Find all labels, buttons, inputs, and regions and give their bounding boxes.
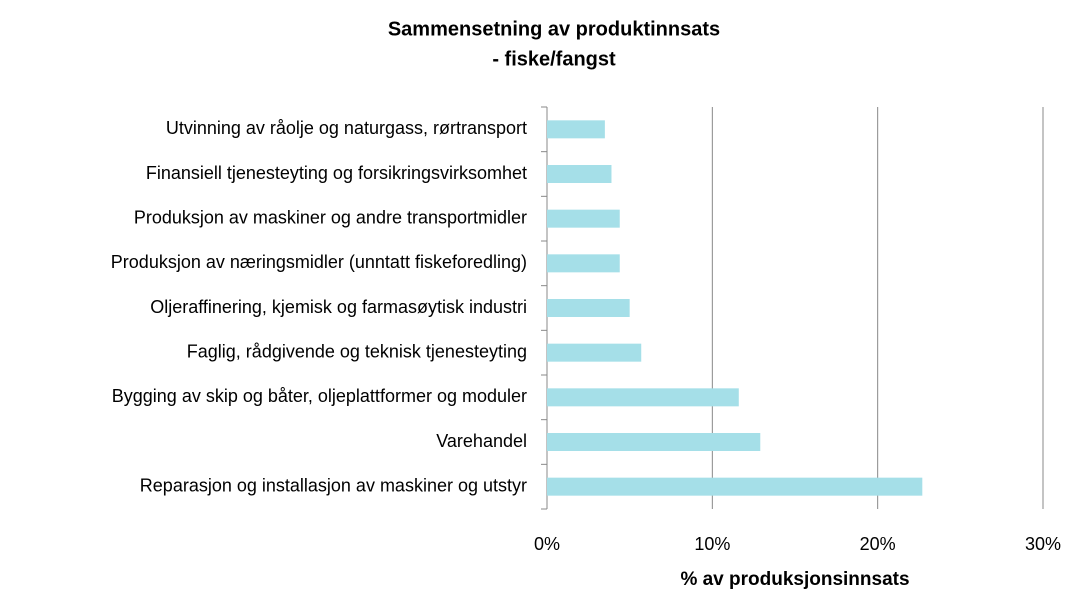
y-tick-label: Reparasjon og installasjon av maskiner o…	[140, 475, 527, 495]
bar	[547, 254, 620, 273]
bar	[547, 477, 923, 496]
bar	[547, 343, 642, 362]
chart-title: Sammensetning av produktinnsats	[388, 18, 720, 40]
bar	[547, 165, 612, 183]
bar	[547, 433, 761, 451]
y-tick-label: Varehandel	[436, 431, 527, 451]
bar	[547, 120, 605, 139]
y-tick-label: Produksjon av maskiner og andre transpor…	[134, 207, 527, 227]
x-tick-label: 30%	[1025, 534, 1061, 554]
bar	[547, 209, 620, 228]
x-tick-label: 10%	[694, 534, 730, 554]
x-tick-label: 0%	[534, 534, 560, 554]
y-tick-label: Faglig, rådgivende og teknisk tjenesteyt…	[187, 341, 527, 361]
y-tick-label: Produksjon av næringsmidler (unntatt fis…	[111, 252, 527, 272]
y-tick-label: Utvinning av råolje og naturgass, rørtra…	[166, 118, 527, 138]
y-tick-label: Bygging av skip og båter, oljeplattforme…	[112, 386, 527, 406]
y-tick-label: Finansiell tjenesteyting og forsikringsv…	[146, 163, 527, 183]
x-axis-title: % av produksjonsinnsats	[680, 569, 909, 590]
bar	[547, 299, 630, 317]
chart-title: - fiske/fangst	[492, 48, 616, 70]
bar	[547, 388, 739, 407]
x-tick-label: 20%	[860, 534, 896, 554]
y-tick-label: Oljeraffinering, kjemisk og farmasøytisk…	[150, 297, 527, 317]
